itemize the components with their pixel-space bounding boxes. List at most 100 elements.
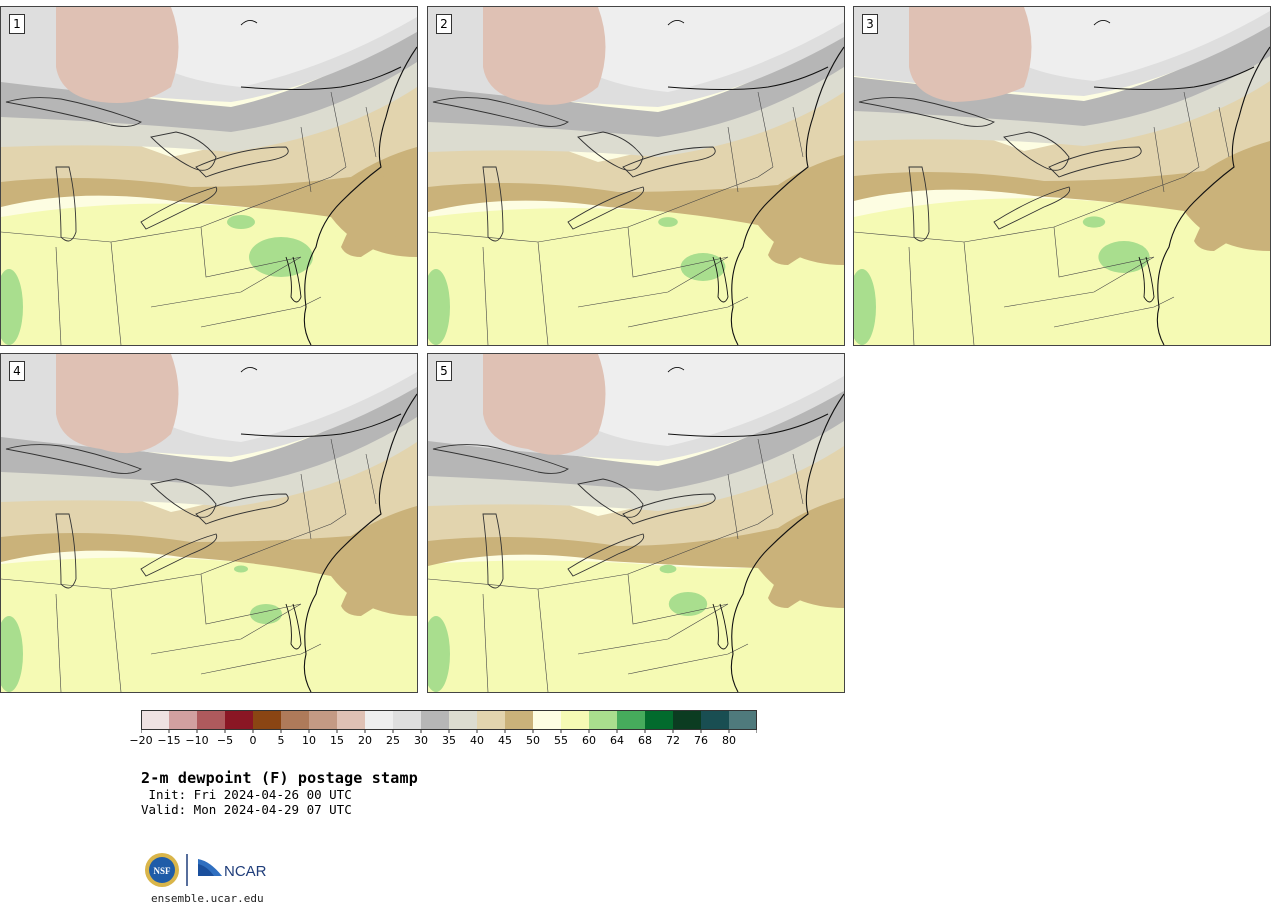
dewpoint-15-20-area <box>909 7 1032 102</box>
colorbar-swatch <box>337 710 365 729</box>
colorbar-swatch <box>561 710 589 729</box>
colorbar-swatch <box>421 710 449 729</box>
dewpoint-40-45-area <box>1 57 417 187</box>
map-panel-1: 1 <box>0 6 418 346</box>
panel-number: 1 <box>9 14 25 34</box>
map-panel-3: 3 <box>853 6 1271 346</box>
dewpoint-40-45-area <box>854 51 1270 181</box>
map-panel-4: 4 <box>0 353 418 693</box>
colorbar-tick: 20 <box>358 734 372 747</box>
colorbar-swatch <box>281 710 309 729</box>
colorbar-swatch <box>253 710 281 729</box>
colorbar-tick: −15 <box>157 734 181 747</box>
coastline <box>303 46 417 345</box>
dewpoint-60-64-area <box>249 237 313 277</box>
ncar-wordmark: NCAR <box>224 863 267 880</box>
colorbar-swatch <box>365 710 393 729</box>
colorbar-tick: 40 <box>470 734 484 747</box>
dewpoint-20-25-area <box>568 7 844 92</box>
colorbar-swatch <box>169 710 197 729</box>
colorbar-swatch <box>645 710 673 729</box>
site-url[interactable]: ensemble.ucar.edu <box>151 892 264 905</box>
dewpoint-35-40-area <box>428 42 844 157</box>
atlantic-dry-area <box>341 506 417 616</box>
atlantic-dry-area <box>1194 141 1270 251</box>
dewpoint-35-40-area <box>428 396 844 511</box>
valid-time: Valid: Mon 2024-04-29 07 UTC <box>141 802 352 817</box>
colorbar-tick: 30 <box>414 734 428 747</box>
init-time: Init: Fri 2024-04-26 00 UTC <box>141 787 352 802</box>
dewpoint-55-60-area <box>1 542 417 692</box>
dewpoint-15-20-area <box>56 354 179 454</box>
colorbar-swatch <box>729 710 757 729</box>
dewpoint-55-60-area <box>428 192 844 345</box>
colorbar-tick: 15 <box>330 734 344 747</box>
dewpoint-40-45-area <box>428 62 844 192</box>
colorbar-swatch <box>701 710 729 729</box>
map-svg <box>1 354 417 692</box>
dewpoint-35-40-area <box>1 392 417 507</box>
dewpoint-20-25-area <box>141 354 417 442</box>
colorbar-tick: 45 <box>498 734 512 747</box>
dewpoint-55-60-area <box>428 546 844 692</box>
nsf-seal-text: NSF <box>153 866 171 876</box>
dewpoint-60-64-area <box>680 253 726 281</box>
panel-number: 5 <box>436 361 452 381</box>
map-svg <box>854 7 1270 345</box>
map-svg <box>1 7 417 345</box>
dewpoint-30-35-area <box>428 32 844 137</box>
colorbar-tick: −20 <box>129 734 153 747</box>
dewpoint-20-25-area <box>141 7 417 87</box>
nsf-ncar-logo: NSF NCAR <box>145 853 267 887</box>
colorbar-swatch <box>673 710 701 729</box>
colorbar-tick: 68 <box>638 734 652 747</box>
dewpoint-15-20-area <box>483 354 606 455</box>
dewpoint-55-60-area <box>854 181 1270 345</box>
panel-number: 4 <box>9 361 25 381</box>
dewpoint-15-20-area <box>56 7 179 103</box>
colorbar-tick: −5 <box>216 734 234 747</box>
atlantic-dry-area <box>768 155 844 265</box>
colorbar-tick: 72 <box>666 734 680 747</box>
map-panel-5: 5 <box>427 353 845 693</box>
colorbar-tick: 50 <box>526 734 540 747</box>
coastline <box>730 46 844 345</box>
colorbar-swatch <box>533 710 561 729</box>
colorbar-tick: 0 <box>249 734 257 747</box>
dewpoint-20-25-area <box>994 7 1270 81</box>
colorbar-tick: 25 <box>386 734 400 747</box>
colorbar <box>141 710 757 733</box>
coastline <box>1156 46 1270 345</box>
map-svg <box>428 7 844 345</box>
colorbar-swatch <box>617 710 645 729</box>
colorbar-tick: 60 <box>582 734 596 747</box>
dewpoint-40-45-area <box>428 416 844 546</box>
colorbar-swatch <box>449 710 477 729</box>
colorbar-swatch <box>589 710 617 729</box>
panel-number: 2 <box>436 14 452 34</box>
dewpoint-30-35-area <box>1 382 417 487</box>
dewpoint-15-20-area <box>483 7 606 105</box>
colorbar-swatch <box>393 710 421 729</box>
panel-number: 3 <box>862 14 878 34</box>
colorbar-tick: −10 <box>185 734 209 747</box>
dewpoint-40-45-area <box>1 412 417 542</box>
colorbar-swatch <box>197 710 225 729</box>
dewpoint-30-35-area <box>428 386 844 491</box>
product-title: 2-m dewpoint (F) postage stamp <box>141 769 418 787</box>
dewpoint-60-64-area <box>250 604 282 624</box>
map-panel-2: 2 <box>427 6 845 346</box>
dewpoint-55-60-area <box>1 187 417 345</box>
colorbar-tick: 64 <box>610 734 624 747</box>
map-svg <box>428 354 844 692</box>
colorbar-tick: 10 <box>302 734 316 747</box>
dewpoint-20-25-area <box>568 354 844 446</box>
colorbar-tick: 76 <box>694 734 708 747</box>
dewpoint-35-40-area <box>854 31 1270 146</box>
dewpoint-60-64-area <box>1098 241 1150 273</box>
atlantic-dry-area <box>341 147 417 257</box>
dewpoint-45-50-area <box>428 436 844 608</box>
coastline <box>730 393 844 692</box>
dewpoint-30-35-area <box>1 27 417 132</box>
colorbar-tick: 55 <box>554 734 568 747</box>
